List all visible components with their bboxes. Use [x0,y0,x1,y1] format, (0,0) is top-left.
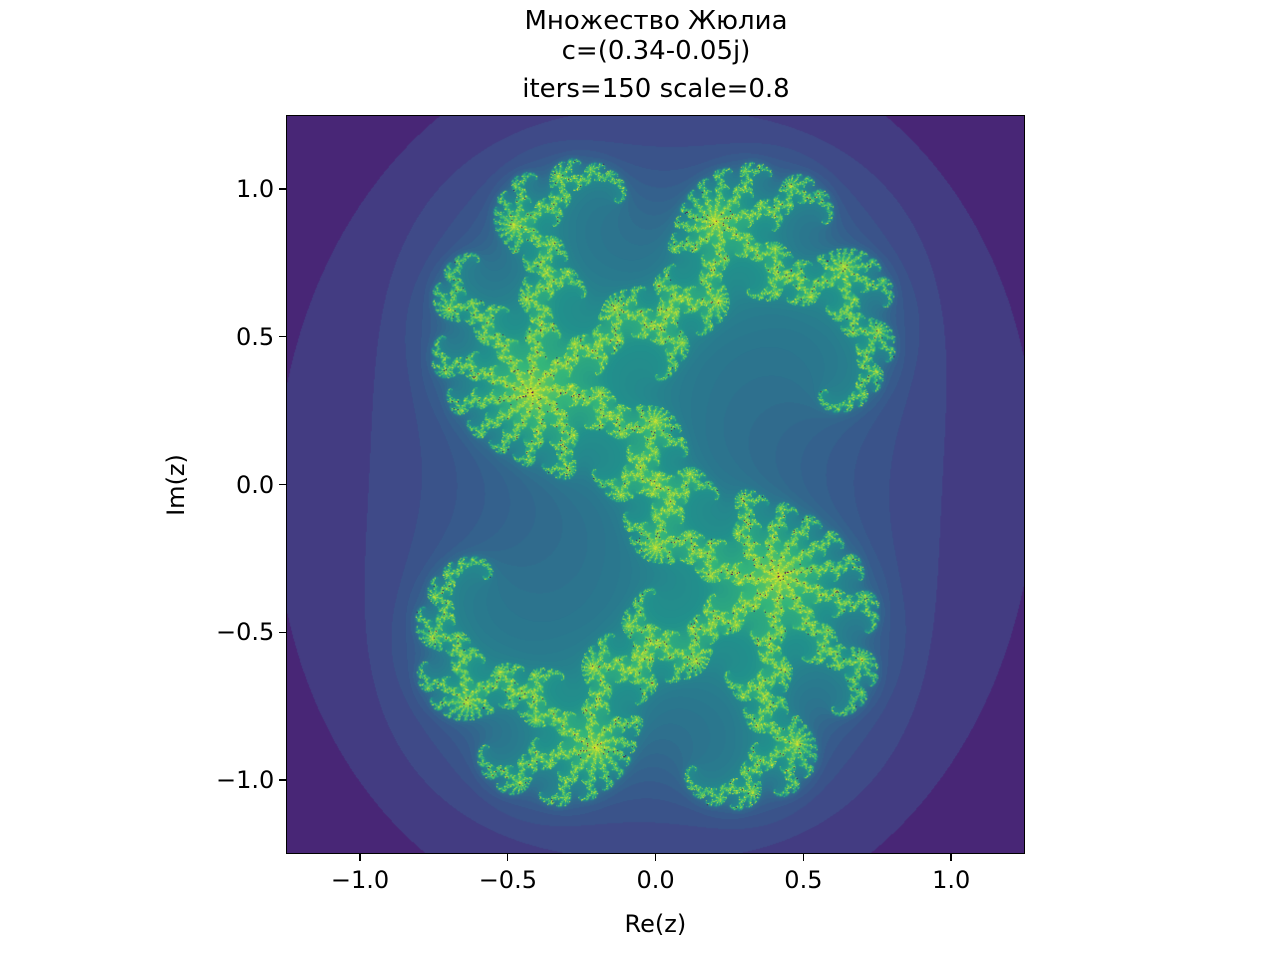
y-axis-label: Im(z) [161,453,190,516]
y-tick-mark [279,779,286,781]
x-tick-mark [802,854,805,861]
x-tick-label: −1.0 [330,866,390,894]
chart-title-line-1: Множество Жюлиа [524,6,788,36]
plot-area [286,115,1025,854]
x-tick-mark [506,854,509,861]
chart-title-line-2: c=(0.34-0.05j) [561,36,751,66]
y-tick-mark [279,335,286,338]
x-tick-label: 1.0 [932,866,971,894]
y-tick-label: −1.0 [216,766,275,795]
julia-set-image [287,116,1024,853]
x-tick-mark [950,854,952,861]
y-tick-mark [279,188,286,190]
chart-title-line-3: iters=150 scale=0.8 [522,74,790,104]
x-tick-mark [359,854,361,861]
y-tick-label: 0.0 [236,470,275,499]
x-tick-mark [654,854,657,861]
y-tick-label: 0.5 [236,322,275,351]
y-tick-mark [279,631,286,634]
y-tick-mark [279,483,286,486]
x-tick-label: −0.5 [478,866,537,894]
x-tick-label: 0.0 [636,866,675,894]
y-tick-label: 1.0 [236,174,275,203]
x-tick-label: 0.5 [784,866,823,894]
x-axis-label: Re(z) [624,910,687,938]
y-tick-label: −0.5 [216,618,275,647]
